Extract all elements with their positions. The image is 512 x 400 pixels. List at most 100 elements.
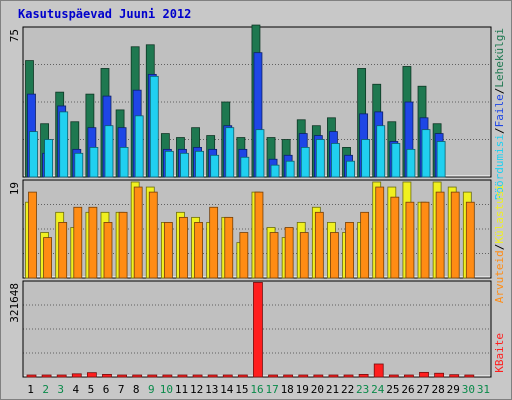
bar-sites-day-12-fill bbox=[194, 222, 203, 279]
bar-kbytes-day-25-fill bbox=[388, 374, 399, 378]
bar-sites-day-1-fill bbox=[28, 191, 37, 279]
bar-hits-day-11 bbox=[180, 152, 189, 178]
bar-hits-day-1-fill bbox=[29, 131, 38, 178]
bar-hits-day-24-fill bbox=[376, 125, 386, 178]
bar-sites-day-27-fill bbox=[420, 201, 430, 279]
bar-sites-day-14 bbox=[224, 216, 234, 279]
bar-kbytes-day-13 bbox=[207, 374, 218, 378]
bar-sites-day-22-fill bbox=[345, 222, 354, 279]
bar-sites-day-29 bbox=[450, 191, 460, 279]
bar-sites-day-26-fill bbox=[405, 201, 415, 279]
bar-hits-day-7 bbox=[119, 146, 129, 178]
bar-kbytes-day-20 bbox=[313, 374, 324, 378]
bar-sites-day-25-fill bbox=[390, 196, 400, 279]
day-label-9: 9 bbox=[148, 383, 155, 396]
day-label-28: 28 bbox=[432, 383, 445, 396]
bar-kbytes-day-17 bbox=[268, 374, 278, 378]
bar-kbytes-day-23 bbox=[358, 373, 369, 378]
bar-sites-day-22 bbox=[345, 222, 354, 279]
bar-hits-day-10 bbox=[164, 150, 174, 178]
bar-sites-day-4 bbox=[73, 206, 83, 279]
bar-sites-day-2-fill bbox=[43, 237, 52, 279]
bar-hits-day-6-fill bbox=[104, 125, 114, 178]
bar-hits-day-21-fill bbox=[331, 143, 340, 178]
bar-hits-day-18-fill bbox=[285, 160, 295, 178]
bar-sites-day-16-fill bbox=[254, 191, 264, 279]
bar-hits-day-5-fill bbox=[89, 146, 99, 178]
bar-sites-day-18-fill bbox=[284, 227, 294, 279]
bar-kbytes-day-6-fill bbox=[102, 373, 112, 378]
day-label-3: 3 bbox=[57, 383, 64, 396]
legend-sep: / bbox=[493, 244, 506, 251]
bar-hits-day-26-fill bbox=[406, 148, 416, 178]
bar-kbytes-day-12-fill bbox=[192, 374, 203, 378]
bar-sites-day-23 bbox=[360, 211, 370, 279]
day-label-19: 19 bbox=[296, 383, 309, 396]
bar-hits-day-13-fill bbox=[210, 154, 220, 178]
day-label-20: 20 bbox=[311, 383, 324, 396]
bar-kbytes-day-19-fill bbox=[298, 374, 309, 378]
bar-kbytes-day-4 bbox=[71, 373, 82, 378]
bar-hits-day-24 bbox=[376, 125, 386, 178]
day-label-2: 2 bbox=[42, 383, 49, 396]
legend-middle: Arvuteid/Külastusi bbox=[493, 184, 506, 303]
bar-sites-day-18 bbox=[284, 227, 294, 279]
bar-hits-day-23 bbox=[361, 139, 371, 178]
bar-hits-day-26 bbox=[406, 148, 416, 178]
bar-sites-day-13-fill bbox=[209, 206, 219, 279]
bar-sites-day-24 bbox=[375, 186, 385, 279]
day-label-8: 8 bbox=[133, 383, 140, 396]
day-label-12: 12 bbox=[190, 383, 203, 396]
bar-kbytes-day-29-fill bbox=[449, 374, 460, 378]
day-label-31: 31 bbox=[477, 383, 490, 396]
bar-sites-day-12 bbox=[194, 222, 203, 279]
bar-kbytes-day-26 bbox=[404, 374, 414, 378]
bar-hits-day-20-fill bbox=[315, 139, 325, 178]
bar-kbytes-day-4-fill bbox=[71, 373, 82, 378]
bar-kbytes-day-21-fill bbox=[328, 374, 339, 378]
bar-hits-day-2 bbox=[44, 139, 53, 178]
bar-hits-day-4-fill bbox=[74, 152, 84, 178]
day-label-25: 25 bbox=[386, 383, 399, 396]
bar-kbytes-day-16 bbox=[253, 282, 263, 378]
day-label-4: 4 bbox=[73, 383, 80, 396]
day-label-29: 29 bbox=[447, 383, 460, 396]
bar-hits-day-12 bbox=[195, 150, 204, 178]
bar-hits-day-13 bbox=[210, 154, 220, 178]
bar-kbytes-day-2 bbox=[41, 374, 52, 378]
legend-sites: Arvuteid bbox=[493, 250, 506, 303]
bar-sites-day-10 bbox=[163, 222, 173, 279]
bar-kbytes-day-9-fill bbox=[147, 374, 158, 378]
bar-sites-day-14-fill bbox=[224, 216, 234, 279]
chart-title: Kasutuspäevad Juuni 2012 bbox=[18, 7, 192, 21]
bar-kbytes-day-22-fill bbox=[343, 374, 354, 378]
bar-hits-day-8 bbox=[134, 115, 144, 178]
day-label-7: 7 bbox=[118, 383, 125, 396]
bar-kbytes-day-24 bbox=[373, 363, 384, 378]
bar-kbytes-day-2-fill bbox=[41, 374, 52, 378]
day-label-5: 5 bbox=[88, 383, 95, 396]
day-label-11: 11 bbox=[175, 383, 188, 396]
day-label-24: 24 bbox=[371, 383, 385, 396]
bar-kbytes-day-30 bbox=[464, 374, 475, 378]
bar-kbytes-day-3-fill bbox=[56, 374, 67, 378]
bar-kbytes-day-8-fill bbox=[132, 374, 143, 378]
bar-kbytes-day-28-fill bbox=[434, 372, 445, 378]
bar-sites-day-10-fill bbox=[163, 222, 173, 279]
day-label-16: 16 bbox=[250, 383, 263, 396]
bar-sites-day-1 bbox=[28, 191, 37, 279]
bar-sites-day-5-fill bbox=[88, 206, 98, 279]
bar-sites-day-2 bbox=[43, 237, 52, 279]
bar-kbytes-day-25 bbox=[388, 374, 399, 378]
bar-sites-day-30 bbox=[465, 201, 475, 279]
bar-sites-day-3-fill bbox=[58, 222, 68, 279]
bar-kbytes-day-5-fill bbox=[86, 372, 97, 378]
bar-sites-day-9-fill bbox=[148, 191, 158, 279]
bar-kbytes-day-6 bbox=[102, 373, 112, 378]
bar-sites-day-29-fill bbox=[450, 191, 460, 279]
bar-kbytes-day-27 bbox=[419, 371, 429, 378]
bar-kbytes-day-19 bbox=[298, 374, 309, 378]
bar-kbytes-day-26-fill bbox=[404, 374, 414, 378]
